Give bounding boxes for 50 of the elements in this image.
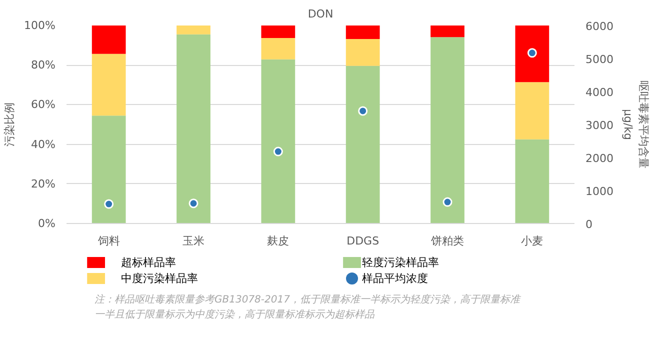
legend-label: 轻度污染样品率 bbox=[362, 256, 440, 269]
x-tick-label: 饲料 bbox=[96, 234, 120, 248]
legend-label: 超标样品率 bbox=[120, 256, 176, 269]
bar bbox=[346, 66, 380, 224]
y2-tick-label: 1000 bbox=[586, 185, 614, 198]
point bbox=[442, 197, 452, 207]
y2-axis-title: 呕吐毒素平均含量 μg/kg bbox=[621, 80, 650, 168]
bar bbox=[176, 26, 210, 34]
text: 一半且低于限量标示为中度污染，高于限量标准标示为超标样品 bbox=[94, 308, 376, 320]
point bbox=[358, 106, 368, 116]
point bbox=[527, 48, 537, 58]
bar bbox=[430, 37, 464, 224]
bar bbox=[261, 59, 296, 224]
x-tick-label: 玉米 bbox=[182, 234, 204, 248]
bar bbox=[515, 139, 550, 224]
y2-tick-label: 3000 bbox=[586, 119, 614, 132]
bar bbox=[346, 26, 380, 39]
chart-title: DON bbox=[308, 8, 334, 20]
y2-tick-label: 0 bbox=[586, 218, 592, 231]
bar bbox=[92, 54, 126, 116]
y2-tick-label: 5000 bbox=[586, 53, 614, 66]
y-tick-label: 100% bbox=[24, 19, 56, 32]
bar bbox=[515, 82, 550, 140]
bar bbox=[176, 34, 210, 224]
bar bbox=[515, 26, 550, 82]
x-tick-label: 小麦 bbox=[521, 234, 544, 248]
y-tick-label: 60% bbox=[31, 98, 56, 112]
y-tick-label: 40% bbox=[31, 138, 56, 151]
bar bbox=[92, 116, 126, 224]
point bbox=[273, 146, 283, 156]
legend-label: 中度污染样品率 bbox=[120, 272, 198, 285]
y2-tick-label: 6000 bbox=[586, 20, 614, 33]
x-tick-label: 麸皮 bbox=[267, 234, 290, 248]
x-tick-label: DDGS bbox=[346, 234, 380, 248]
text: 注：样品呕吐毒素限量参考GB13078-2017，低于限量标准一半标示为轻度污染，高于限量标准 bbox=[94, 294, 522, 306]
bar bbox=[92, 26, 126, 54]
y2-tick-label: 4000 bbox=[586, 86, 614, 99]
x-tick-label: 饼粕类 bbox=[430, 234, 464, 248]
y2-tick-label: 2000 bbox=[586, 152, 614, 165]
y-tick-label: 0% bbox=[38, 217, 56, 230]
point bbox=[104, 199, 114, 209]
bar bbox=[261, 38, 296, 60]
y-tick-label: 80% bbox=[31, 58, 56, 72]
y-tick-label: 20% bbox=[31, 177, 56, 190]
y-axis-title: 污染比例 bbox=[3, 102, 16, 146]
point bbox=[188, 198, 198, 208]
bar bbox=[430, 26, 464, 38]
bar bbox=[261, 26, 296, 38]
bar bbox=[346, 38, 380, 66]
legend-label: 样品平均浓度 bbox=[362, 272, 428, 285]
